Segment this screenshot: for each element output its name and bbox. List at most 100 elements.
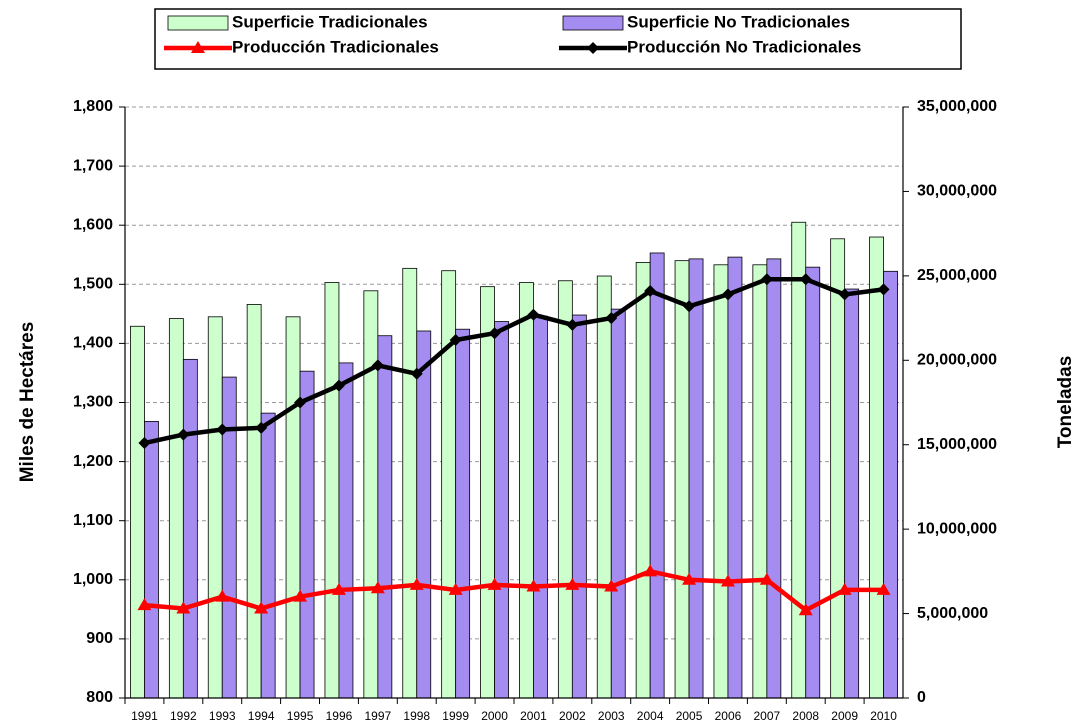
y-axis-title: Miles de Hectáres [17, 322, 38, 483]
y2-tick-label: 25,000,000 [917, 267, 997, 284]
legend-label: Producción No Tradicionales [627, 37, 861, 56]
point [644, 285, 657, 298]
point [176, 601, 191, 614]
point [137, 598, 152, 611]
point [294, 396, 307, 409]
bar [752, 264, 768, 699]
bar [441, 270, 457, 699]
legend-label: Superficie Tradicionales [232, 12, 428, 31]
x-tick-label: 2002 [559, 709, 586, 723]
y2-tick-label: 0 [917, 689, 926, 706]
point [604, 579, 619, 592]
bar [221, 376, 237, 699]
point [526, 579, 541, 592]
point [605, 312, 618, 325]
point [683, 300, 696, 313]
x-tick-label: 2004 [637, 709, 664, 723]
bar [480, 286, 495, 699]
x-tick-label: 1992 [170, 709, 197, 723]
point [177, 428, 190, 441]
bar [207, 316, 223, 699]
point [838, 288, 851, 301]
bar [674, 260, 690, 699]
x-tick-label: 2005 [676, 709, 703, 723]
y-tick-label: 1,700 [73, 157, 113, 174]
bar [246, 303, 262, 699]
point [215, 589, 230, 602]
y2-tick-label: 15,000,000 [917, 436, 997, 453]
y2-tick-label: 20,000,000 [917, 352, 997, 369]
point [760, 273, 773, 286]
y-tick-label: 1,600 [73, 216, 113, 233]
point [293, 589, 308, 602]
point [837, 582, 852, 595]
y2-tick-label: 30,000,000 [917, 183, 997, 200]
point [876, 582, 891, 595]
line [144, 569, 884, 613]
bar [144, 421, 159, 699]
point [488, 327, 501, 340]
point [720, 574, 735, 587]
bar [805, 266, 821, 699]
x-tick-label: 2001 [520, 709, 547, 723]
bar [883, 270, 898, 699]
bar [494, 321, 509, 699]
bar [791, 221, 807, 699]
point [448, 582, 463, 595]
x-tick-label: 2008 [792, 709, 819, 723]
point [759, 572, 774, 585]
y2-tick-label: 35,000,000 [917, 98, 997, 115]
point [527, 308, 540, 321]
line [143, 276, 884, 446]
y2-axis-title: Toneladas [1055, 356, 1076, 449]
bar [844, 288, 860, 699]
bar [285, 316, 301, 699]
y-tick-label: 1,000 [73, 571, 113, 588]
x-tick-label: 1994 [248, 709, 275, 723]
point [565, 577, 580, 590]
point [370, 581, 385, 594]
y-tick-label: 1,200 [73, 453, 113, 470]
x-tick-label: 2000 [481, 709, 508, 723]
bar [649, 252, 665, 699]
bar [324, 282, 340, 699]
legend-swatch [562, 15, 624, 31]
point [643, 564, 658, 577]
y2-tick-label: 10,000,000 [917, 520, 997, 537]
x-tick-label: 1993 [209, 709, 236, 723]
x-tick-label: 1991 [131, 709, 158, 723]
bar [727, 256, 743, 699]
y2-tick-label: 5,000,000 [917, 605, 988, 622]
bar [713, 264, 729, 699]
x-tick-label: 1997 [364, 709, 391, 723]
bar [830, 238, 846, 699]
point [682, 572, 697, 585]
point [216, 423, 229, 436]
point [799, 273, 812, 286]
bar [869, 236, 884, 699]
x-tick-label: 1995 [287, 709, 314, 723]
bar [610, 308, 626, 699]
x-tick-label: 2010 [870, 709, 897, 723]
bar [260, 412, 276, 699]
point [254, 601, 269, 614]
point [877, 283, 890, 296]
bar [130, 325, 145, 699]
bar [338, 362, 354, 699]
point [255, 421, 268, 434]
bar [416, 330, 432, 699]
bar [182, 358, 198, 699]
bar [533, 315, 548, 699]
y-tick-label: 1,400 [73, 335, 113, 352]
bar [766, 258, 782, 699]
y-tick-label: 800 [86, 689, 113, 706]
point [487, 577, 502, 590]
legend-swatch [167, 15, 229, 31]
x-tick-label: 2003 [598, 709, 625, 723]
legend-marker [587, 42, 599, 54]
x-tick-label: 2006 [715, 709, 742, 723]
point [138, 437, 151, 450]
x-tick-label: 2009 [831, 709, 858, 723]
point [332, 379, 345, 392]
bar [571, 314, 587, 699]
